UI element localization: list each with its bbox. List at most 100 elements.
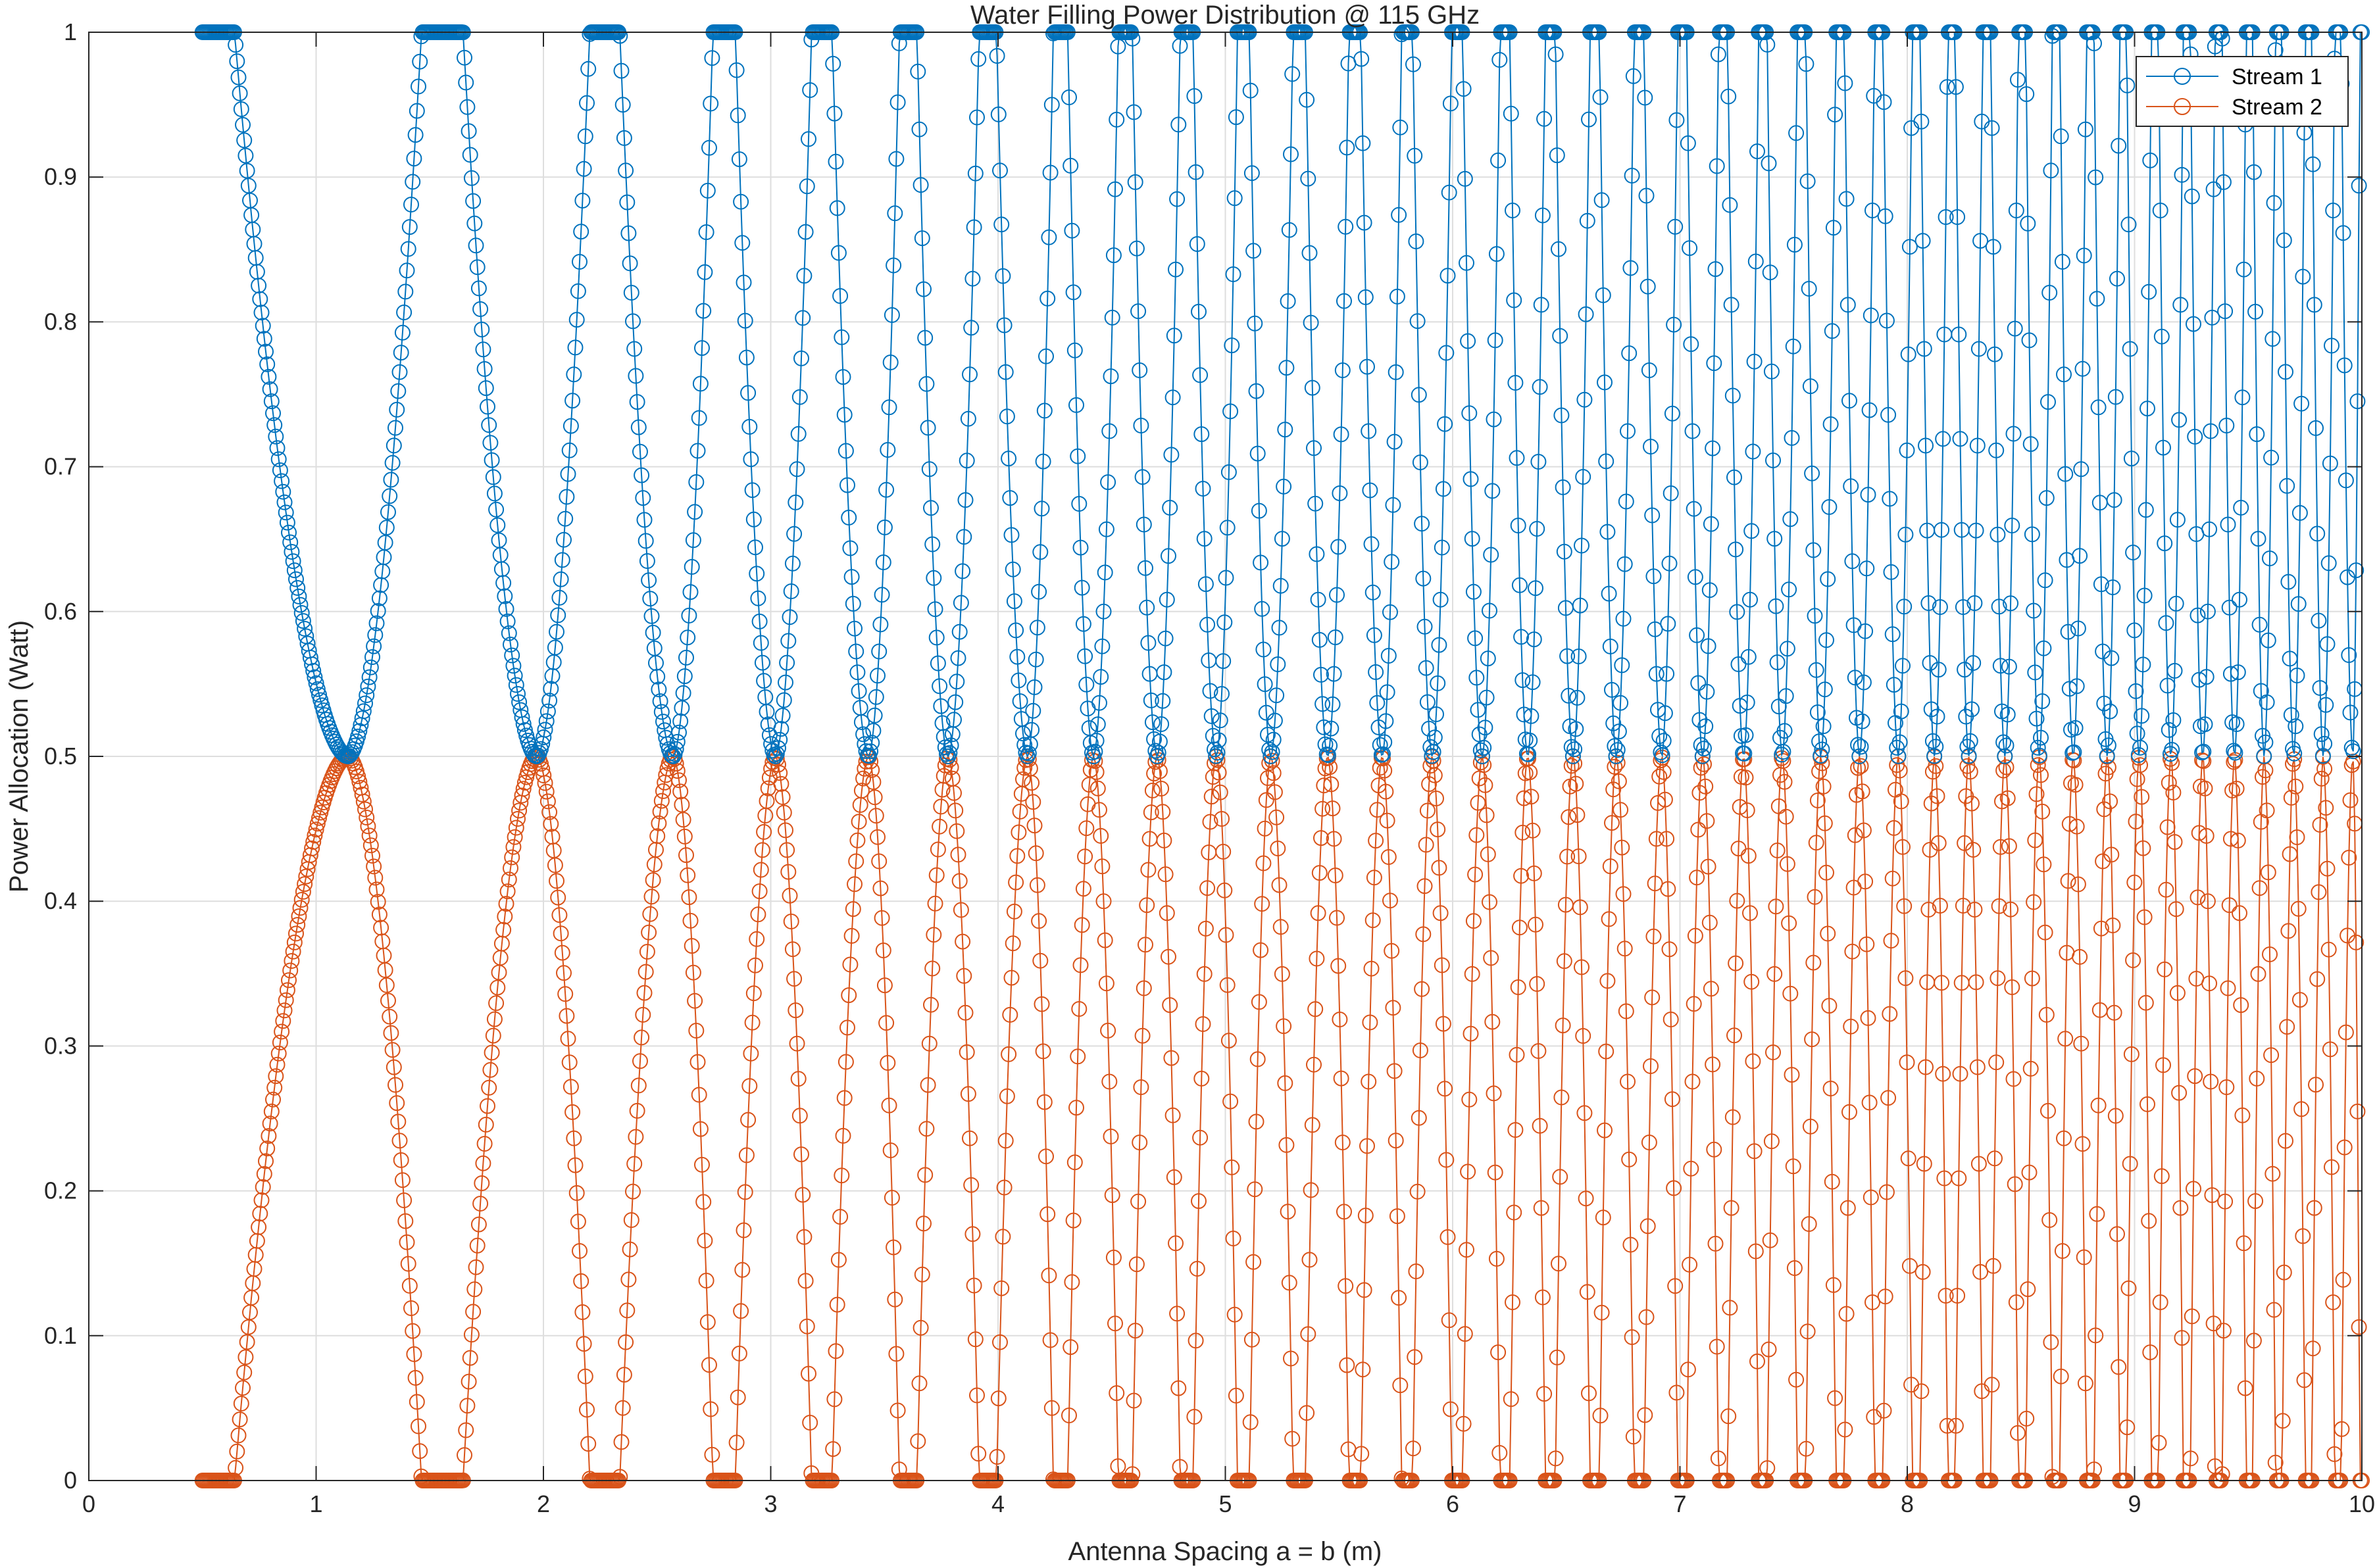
stream-2-point — [282, 962, 299, 979]
stream-2-point — [1134, 1027, 1151, 1044]
stream-1-point — [1637, 89, 1653, 106]
stream-1-point — [516, 722, 533, 738]
stream-1-point — [567, 339, 584, 356]
stream-1-point — [828, 153, 844, 170]
stream-1-point — [993, 216, 1010, 233]
stream-2-point — [1507, 1122, 1524, 1138]
stream-1-point — [2132, 739, 2148, 756]
stream-1-point — [1386, 433, 1403, 450]
stream-1-point — [2093, 576, 2109, 593]
stream-1-point — [1886, 677, 1902, 693]
stream-2-point — [1009, 848, 1026, 864]
stream-1-point — [2139, 401, 2155, 417]
stream-1-point — [2034, 693, 2051, 710]
stream-2-point — [642, 906, 659, 922]
stream-1-point — [470, 280, 487, 297]
stream-1-point — [1226, 190, 1243, 207]
stream-1-point — [1949, 209, 1966, 225]
stream-1-point — [265, 405, 281, 422]
stream-1-point — [504, 647, 520, 664]
stream-2-point — [1893, 793, 1909, 810]
stream-1-point — [963, 320, 980, 336]
stream-2-point — [1153, 781, 1170, 796]
stream-1-point — [1555, 479, 1571, 495]
stream-1-point — [951, 624, 968, 640]
stream-2-point — [2266, 1302, 2282, 1318]
stream-2-point — [625, 1183, 641, 1200]
stream-2-point — [911, 1375, 928, 1392]
stream-1-point — [2061, 681, 2078, 697]
stream-2-point — [2033, 767, 2049, 783]
stream-1-point — [953, 595, 969, 611]
stream-2-point — [1378, 783, 1394, 800]
stream-1-point — [551, 589, 568, 606]
stream-1-point — [1211, 732, 1227, 748]
stream-1-point — [1094, 638, 1111, 654]
stream-1-point — [480, 399, 495, 415]
stream-2-point — [566, 1130, 582, 1146]
stream-1-point — [547, 639, 563, 656]
stream-1-point — [2322, 455, 2338, 472]
stream-2-point — [1476, 757, 1492, 773]
stream-2-point — [970, 1446, 987, 1462]
stream-2-point — [563, 1079, 579, 1095]
stream-1-point — [1266, 712, 1283, 729]
stream-1-point — [478, 380, 494, 397]
stream-1-point — [941, 745, 958, 761]
stream-1-point — [845, 595, 861, 612]
stream-2-point — [1189, 1261, 1205, 1277]
stream-1-point — [2314, 748, 2331, 764]
stream-1-point — [1878, 312, 1895, 329]
stream-2-point — [1597, 1122, 1613, 1139]
stream-1-point — [1579, 212, 1595, 229]
stream-2-point — [1759, 1460, 1776, 1477]
stream-2-point — [2234, 1107, 2251, 1123]
stream-1-point — [1779, 641, 1795, 657]
stream-2-point — [1611, 773, 1627, 789]
stream-1-point — [1258, 704, 1274, 721]
stream-2-point — [2199, 893, 2216, 910]
stream-1-point — [1781, 581, 1797, 598]
stream-1-point — [409, 103, 425, 119]
stream-1-point — [1162, 499, 1178, 516]
stream-2-point — [1405, 1440, 1421, 1457]
stream-2-point — [966, 1277, 982, 1294]
stream-1-point — [743, 451, 759, 468]
stream-1-point — [388, 420, 403, 436]
stream-2-point — [1935, 1066, 1951, 1082]
stream-1-point — [289, 579, 306, 596]
stream-2-point — [613, 1434, 630, 1450]
stream-2-point — [501, 871, 517, 888]
stream-1-point — [1729, 604, 1745, 620]
stream-1-point — [2306, 297, 2322, 313]
stream-1-point — [498, 600, 514, 617]
stream-1-point — [258, 343, 274, 360]
stream-2-point — [2068, 818, 2085, 835]
stream-2-point — [2295, 1228, 2311, 1244]
stream-2-point — [1916, 1156, 1932, 1172]
stream-1-point — [1326, 666, 1342, 682]
stream-2-point — [2313, 770, 2330, 787]
stream-2-point — [1432, 905, 1449, 921]
stream-2-point — [1761, 1341, 1777, 1358]
stream-1-point — [911, 121, 928, 137]
stream-1-point — [1815, 718, 1832, 735]
stream-1-point — [411, 78, 426, 95]
stream-2-point — [1601, 911, 1617, 927]
stream-1-point — [1650, 702, 1666, 718]
stream-1-point — [1709, 158, 1725, 174]
stream-1-point — [1478, 689, 1495, 706]
stream-1-point — [457, 49, 472, 66]
stream-1-point — [1746, 353, 1763, 370]
stream-1-point — [2264, 331, 2281, 347]
stream-1-point — [383, 472, 399, 488]
stream-2-point — [1776, 773, 1793, 790]
stream-1-point — [2010, 72, 2026, 88]
stream-1-point — [1899, 442, 1915, 458]
stream-1-point — [486, 485, 503, 502]
stream-2-point — [269, 1056, 286, 1073]
stream-2-point — [2128, 814, 2144, 830]
stream-2-point — [1798, 1440, 1814, 1457]
stream-2-point — [1277, 1075, 1293, 1091]
stream-1-point — [2070, 620, 2086, 637]
